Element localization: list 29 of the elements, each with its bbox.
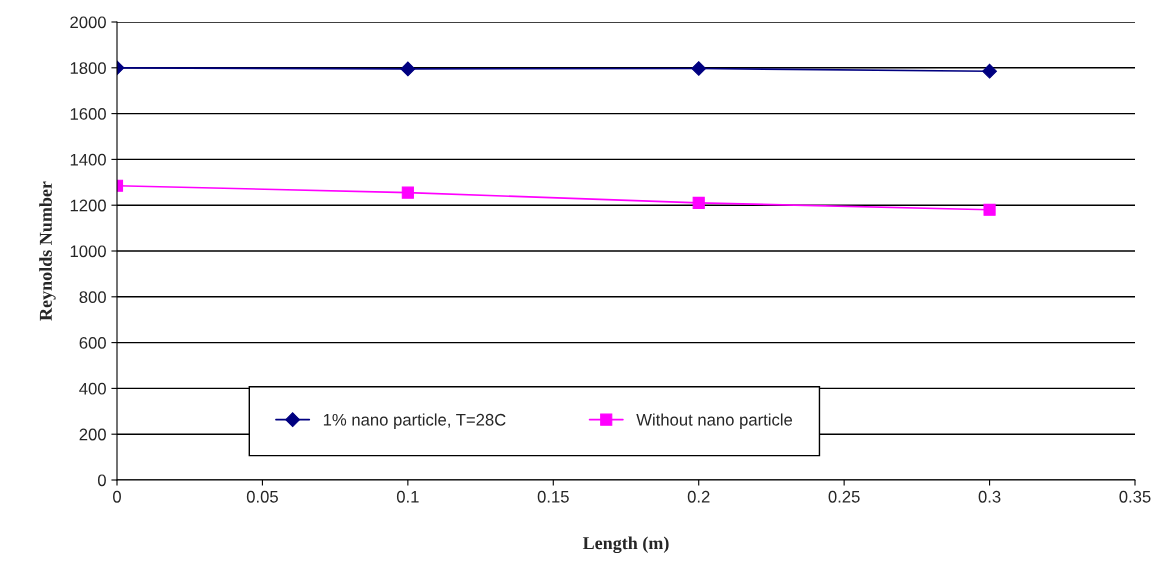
- x-tick-label: 0.35: [1119, 490, 1151, 503]
- x-axis-title: Length (m): [582, 536, 669, 554]
- y-tick-label: 1800: [70, 62, 106, 74]
- y-tick-label: 800: [79, 291, 106, 303]
- point: [982, 63, 997, 79]
- x-tick-label: 0.1: [396, 490, 419, 503]
- point: [692, 196, 705, 209]
- point: [983, 203, 996, 216]
- x-tick-label: 0.3: [978, 490, 1001, 503]
- y-tick-label: 2000: [70, 16, 106, 29]
- y-tick-label: 600: [79, 337, 106, 349]
- y-tick-label: 1600: [70, 108, 106, 120]
- legend-label: 1% nano particle, T=28C: [323, 413, 506, 429]
- point: [691, 61, 707, 76]
- y-tick-label: 1000: [70, 245, 106, 258]
- x-tick-label: 0.25: [828, 490, 860, 503]
- x-tick-label: 0: [113, 490, 121, 503]
- x-tick-label: 0.15: [537, 490, 569, 503]
- y-tick-label: 200: [79, 428, 106, 441]
- point: [400, 61, 416, 77]
- y-tick-label: 1400: [70, 153, 106, 166]
- y-tick-label: 400: [79, 382, 106, 395]
- x-tick-label: 0.05: [246, 490, 278, 503]
- y-axis-title: Reynolds Number: [39, 181, 56, 321]
- y-tick-label: 0: [97, 474, 106, 487]
- y-tick-label: 1200: [70, 199, 106, 212]
- point: [401, 186, 414, 199]
- x-tick-label: 0.2: [687, 490, 710, 503]
- legend-label: Without nano particle: [636, 413, 793, 429]
